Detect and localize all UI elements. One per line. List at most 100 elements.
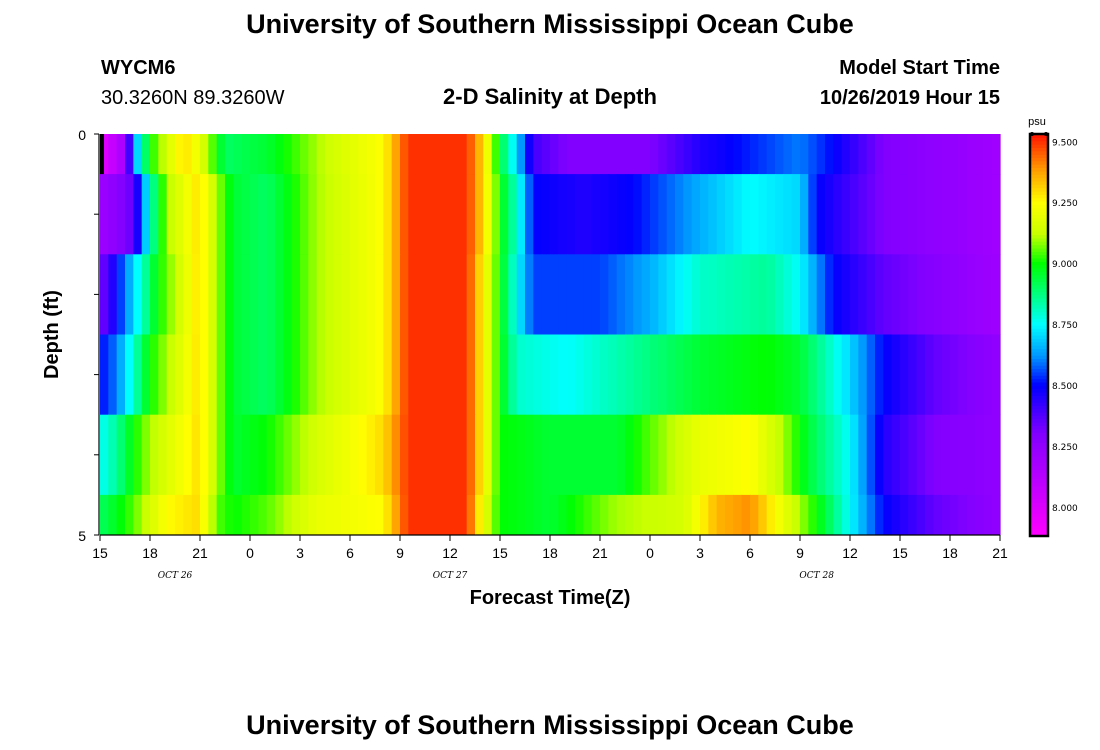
x-tick-label: 12 bbox=[842, 545, 858, 561]
x-tick-label: 21 bbox=[192, 545, 208, 561]
heatmap-cell bbox=[291, 334, 301, 416]
colorbar-cell bbox=[1030, 455, 1048, 460]
heatmap-cell bbox=[525, 494, 534, 536]
colorbar-cell bbox=[1030, 529, 1048, 534]
heatmap-cell bbox=[808, 414, 818, 496]
heatmap-cell bbox=[258, 494, 268, 536]
heatmap-cell bbox=[208, 414, 218, 496]
x-tick-label: 18 bbox=[542, 545, 558, 561]
heatmap-cell bbox=[375, 334, 384, 416]
heatmap-cell bbox=[575, 414, 584, 496]
x-axis-title: Forecast Time(Z) bbox=[470, 587, 631, 609]
colorbar-cell bbox=[1030, 378, 1048, 383]
colorbar-cell bbox=[1030, 385, 1048, 390]
heatmap-cell bbox=[166, 334, 176, 416]
heatmap-cell bbox=[716, 174, 726, 255]
heatmap-cell bbox=[441, 494, 451, 536]
model-start-value: 10/26/2019 Hour 15 bbox=[819, 87, 1000, 109]
heatmap-cell bbox=[816, 414, 826, 496]
colorbar-cell bbox=[1030, 204, 1048, 209]
heatmap-cell bbox=[558, 414, 568, 496]
heatmap-cell bbox=[741, 494, 751, 536]
heatmap-cell bbox=[266, 334, 276, 416]
heatmap-cell bbox=[691, 134, 701, 175]
heatmap-cell bbox=[916, 494, 926, 536]
heatmap-cell bbox=[750, 414, 759, 496]
heatmap-cell bbox=[941, 174, 951, 255]
x-tick-label: 3 bbox=[296, 545, 304, 561]
colorbar-cell bbox=[1030, 167, 1048, 172]
heatmap-cell bbox=[958, 134, 968, 175]
colorbar-cell bbox=[1030, 502, 1048, 507]
heatmap-cell bbox=[908, 254, 918, 335]
heatmap-cell bbox=[125, 414, 134, 496]
heatmap-cell bbox=[116, 494, 126, 536]
colorbar-end-dot bbox=[1030, 132, 1034, 136]
heatmap-cell bbox=[516, 494, 526, 536]
heatmap-cell bbox=[283, 414, 293, 496]
heatmap-cell bbox=[566, 414, 576, 496]
heatmap-cell bbox=[841, 134, 851, 175]
heatmap-cell bbox=[483, 494, 493, 536]
heatmap-cell bbox=[716, 334, 726, 416]
heatmap-cell bbox=[933, 174, 943, 255]
heatmap-cell bbox=[550, 134, 559, 175]
heatmap-cell bbox=[183, 134, 193, 175]
heatmap-cell bbox=[800, 254, 809, 335]
heatmap-cell bbox=[241, 134, 251, 175]
heatmap-cell bbox=[516, 174, 526, 255]
colorbar-cell bbox=[1030, 197, 1048, 202]
colorbar-cell bbox=[1030, 482, 1048, 487]
heatmap-cell bbox=[941, 414, 951, 496]
colorbar-cell bbox=[1030, 318, 1048, 323]
heatmap-cell bbox=[666, 414, 676, 496]
colorbar-cell bbox=[1030, 355, 1048, 360]
heatmap-cell bbox=[508, 334, 518, 416]
heatmap-cell bbox=[175, 494, 184, 536]
heatmap-cell bbox=[883, 334, 893, 416]
heatmap-cell bbox=[366, 254, 376, 335]
heatmap-cell bbox=[266, 414, 276, 496]
heatmap-cell bbox=[308, 174, 318, 255]
colorbar-cell bbox=[1030, 304, 1048, 309]
heatmap-cell bbox=[216, 134, 226, 175]
heatmap-cell bbox=[966, 334, 976, 416]
colorbar-cell bbox=[1030, 281, 1048, 286]
heatmap-cell bbox=[308, 414, 318, 496]
heatmap-cell bbox=[241, 414, 251, 496]
heatmap-cell bbox=[875, 414, 884, 496]
heatmap-cell bbox=[866, 414, 876, 496]
heatmap-cell bbox=[116, 414, 126, 496]
colorbar-cell bbox=[1030, 398, 1048, 403]
heatmap-cell bbox=[791, 334, 801, 416]
colorbar-end-dot bbox=[1044, 132, 1048, 136]
heatmap-cell bbox=[733, 174, 743, 255]
heatmap-cell bbox=[183, 254, 193, 335]
heatmap-cell bbox=[333, 174, 343, 255]
heatmap-cell bbox=[925, 494, 934, 536]
heatmap-cell bbox=[266, 174, 276, 255]
heatmap-cell bbox=[625, 254, 634, 335]
heatmap-cell bbox=[650, 334, 659, 416]
heatmap-cell bbox=[550, 494, 559, 536]
colorbar-cell bbox=[1030, 294, 1048, 299]
colorbar-cell bbox=[1030, 445, 1048, 450]
heatmap-cell bbox=[316, 334, 326, 416]
heatmap-cell bbox=[633, 254, 643, 335]
heatmap-cell bbox=[233, 254, 243, 335]
heatmap-cell bbox=[191, 134, 201, 175]
heatmap-cell bbox=[641, 134, 651, 175]
heatmap-cell bbox=[766, 494, 776, 536]
heatmap-cell bbox=[658, 134, 668, 175]
colorbar-cell bbox=[1030, 278, 1048, 282]
colorbar-cell bbox=[1030, 345, 1048, 349]
x-tick-label: 9 bbox=[396, 545, 404, 561]
colorbar-cell bbox=[1030, 241, 1048, 246]
heatmap-cell bbox=[400, 134, 409, 175]
colorbar-cell bbox=[1030, 472, 1048, 477]
heatmap-cell bbox=[258, 174, 268, 255]
colorbar bbox=[1030, 134, 1048, 537]
heatmap-cell bbox=[316, 174, 326, 255]
heatmap-cell bbox=[500, 494, 509, 536]
heatmap-cell bbox=[916, 334, 926, 416]
